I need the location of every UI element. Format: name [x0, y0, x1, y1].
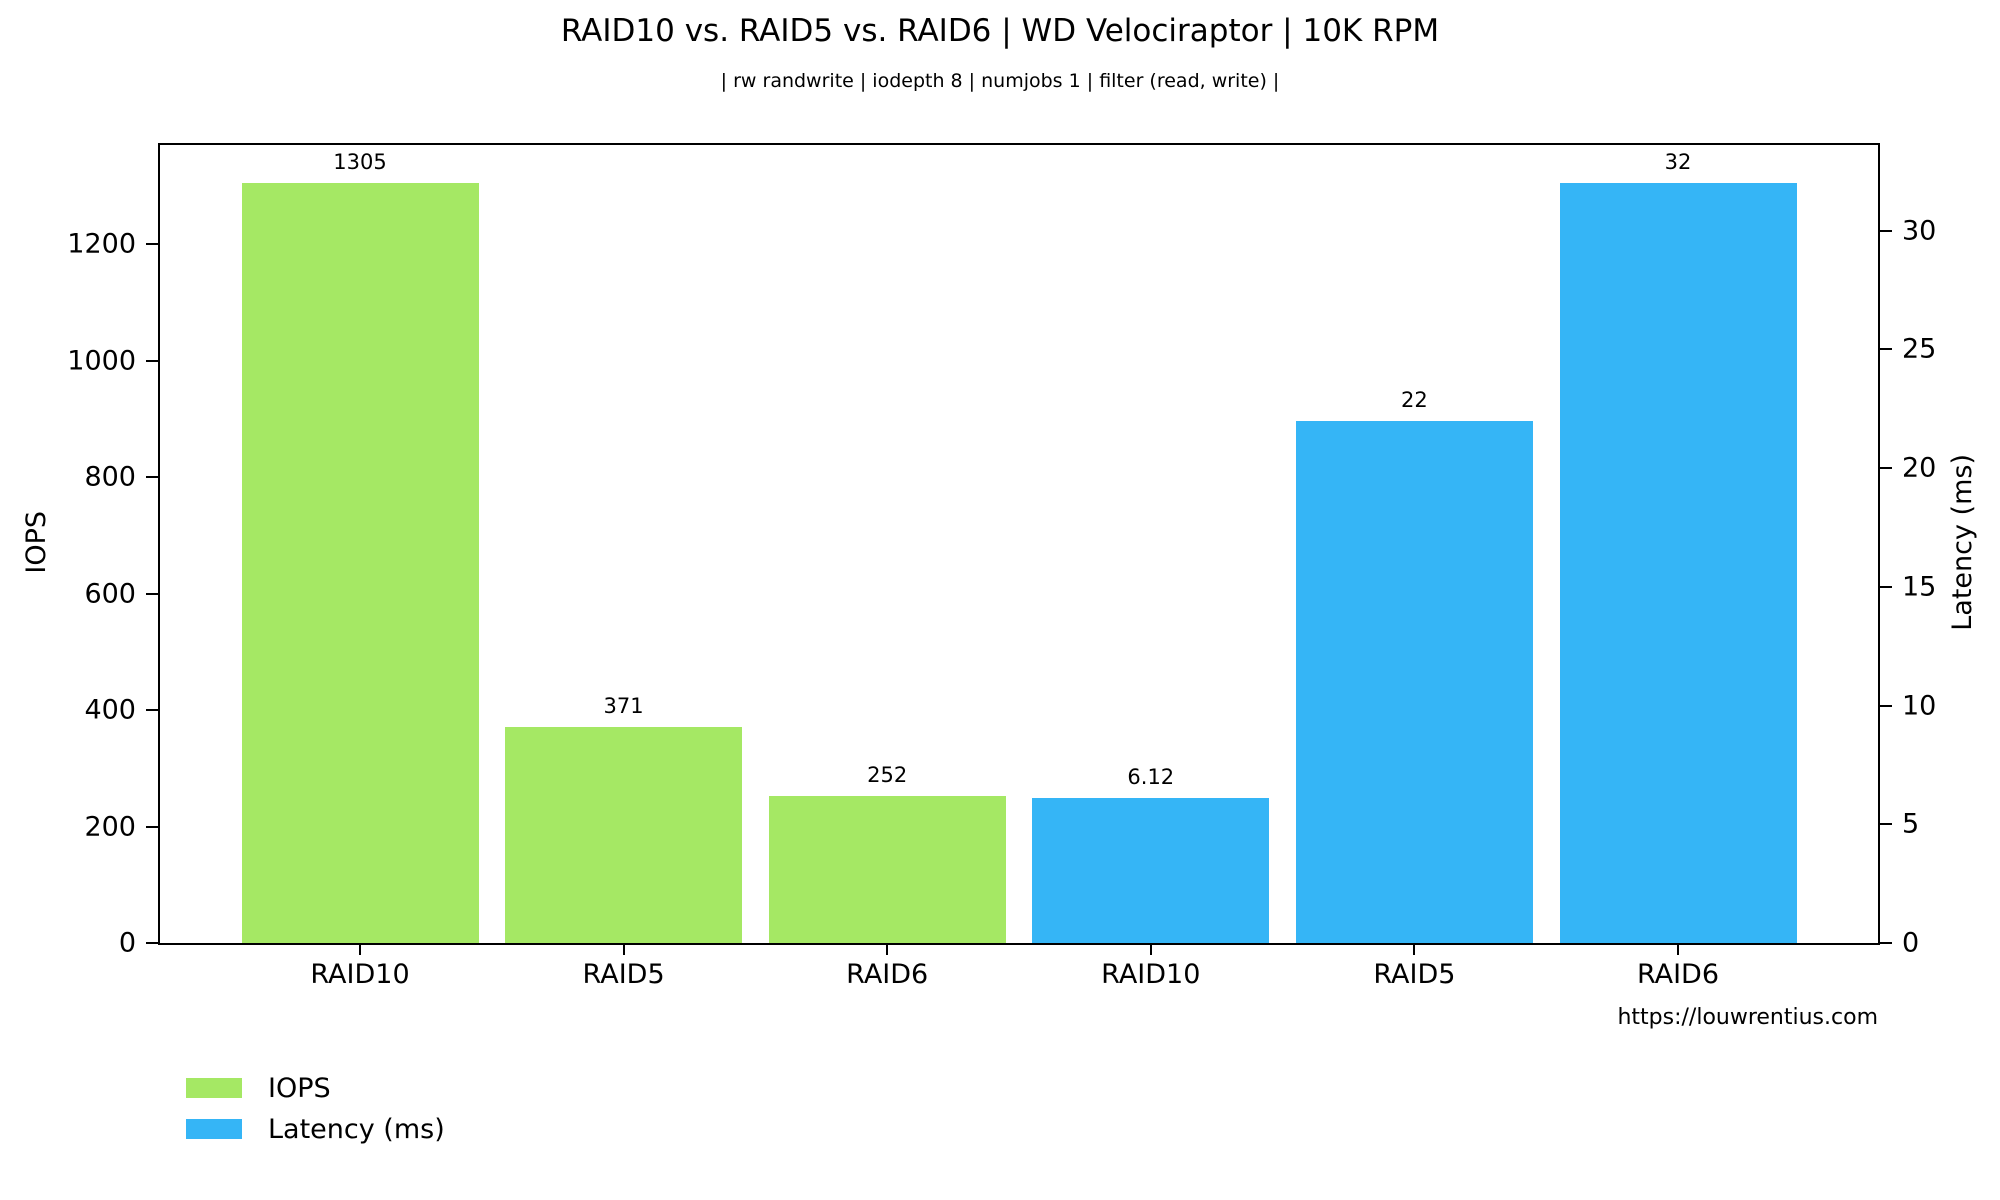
left-axis-tick-mark [146, 942, 158, 944]
bar-value-label-latency-raid5: 22 [1401, 387, 1428, 412]
legend-label: Latency (ms) [268, 1113, 445, 1145]
right-axis-tick-label: 25 [1902, 333, 1937, 365]
x-tick-mark [1413, 943, 1416, 955]
left-axis-tick-label: 600 [84, 578, 136, 609]
right-axis-tick-mark [1880, 229, 1892, 232]
x-tick-mark [886, 943, 889, 955]
x-tick-mark [359, 943, 361, 955]
x-tick-mark [1677, 943, 1679, 955]
right-axis-tick-label: 30 [1902, 215, 1937, 246]
left-axis-tick-label: 400 [84, 694, 136, 726]
right-axis-tick-label: 10 [1902, 690, 1937, 721]
x-tick-label-iops-raid5: RAID5 [582, 959, 665, 990]
legend-swatch-latency [186, 1119, 242, 1139]
bar-latency-raid5 [1295, 420, 1533, 943]
left-axis-tick-mark [146, 243, 158, 245]
left-axis-label: IOPS [16, 143, 56, 941]
chart-title: RAID10 vs. RAID5 vs. RAID6 | WD Velocira… [560, 13, 1440, 49]
left-axis-tick-label: 800 [84, 461, 136, 493]
right-axis-tick-label: 5 [1902, 808, 1920, 840]
bar-value-label-iops-raid5: 371 [603, 693, 644, 718]
right-axis-tick-mark [1880, 585, 1892, 588]
x-tick-label-latency-raid6: RAID6 [1636, 959, 1720, 990]
left-axis-tick-mark [146, 476, 158, 478]
left-axis-label-text: IOPS [20, 510, 52, 574]
left-axis-tick-mark [146, 592, 158, 595]
left-axis-tick-label: 0 [118, 927, 136, 959]
right-axis-tick-mark [1880, 823, 1892, 826]
left-axis-tick-label: 200 [84, 811, 136, 842]
left-axis-tick-mark [146, 825, 158, 828]
bar-value-label-iops-raid6: 252 [867, 763, 908, 788]
chart-subtitle: | rw randwrite | iodepth 8 | numjobs 1 |… [720, 70, 1280, 92]
bar-latency-raid10 [1032, 797, 1270, 943]
bar-value-label-latency-raid6: 32 [1664, 150, 1692, 174]
legend: IOPS Latency (ms) [186, 1072, 445, 1145]
left-axis-tick-mark [146, 709, 158, 711]
plot-area: 1305 RAID10 371 RAID5 252 RAID6 6.12 RAID10 22 RA… [67, 143, 1936, 990]
right-axis-label-text: Latency (ms) [1946, 453, 1978, 631]
right-axis-tick-mark [1880, 467, 1892, 469]
legend-label: IOPS [268, 1072, 331, 1104]
right-axis-tick-label: 20 [1902, 452, 1937, 484]
bar-iops-raid6 [768, 796, 1006, 943]
left-axis-tick-mark [146, 359, 158, 362]
right-axis-tick-mark [1880, 704, 1892, 707]
bar-iops-raid10 [241, 182, 479, 943]
right-axis-tick-mark [1880, 348, 1892, 351]
x-tick-label-iops-raid6: RAID6 [846, 959, 929, 990]
left-axis-tick-label: 1000 [67, 345, 136, 376]
right-axis-tick-mark [1880, 942, 1892, 944]
right-axis-tick-label: 15 [1902, 571, 1937, 603]
bar-iops-raid5 [505, 726, 743, 943]
watermark-url: https://louwrentius.com [1617, 1005, 1878, 1030]
right-axis-label: Latency (ms) [1942, 143, 1982, 941]
legend-swatch-iops [186, 1078, 242, 1098]
right-axis-tick-label: 0 [1902, 927, 1920, 959]
bar-value-label-latency-raid10: 6.12 [1127, 764, 1175, 789]
x-tick-label-iops-raid10: RAID10 [310, 959, 410, 990]
left-axis-tick-label: 1200 [67, 228, 136, 260]
bar-latency-raid6 [1559, 183, 1797, 943]
legend-item-iops: IOPS [186, 1072, 445, 1104]
x-tick-mark [1149, 943, 1152, 955]
x-tick-mark [622, 943, 625, 955]
x-tick-label-latency-raid5: RAID5 [1373, 959, 1456, 990]
legend-item-latency: Latency (ms) [186, 1113, 445, 1145]
x-tick-label-latency-raid10: RAID10 [1101, 959, 1201, 990]
bar-value-label-iops-raid10: 1305 [333, 149, 387, 174]
